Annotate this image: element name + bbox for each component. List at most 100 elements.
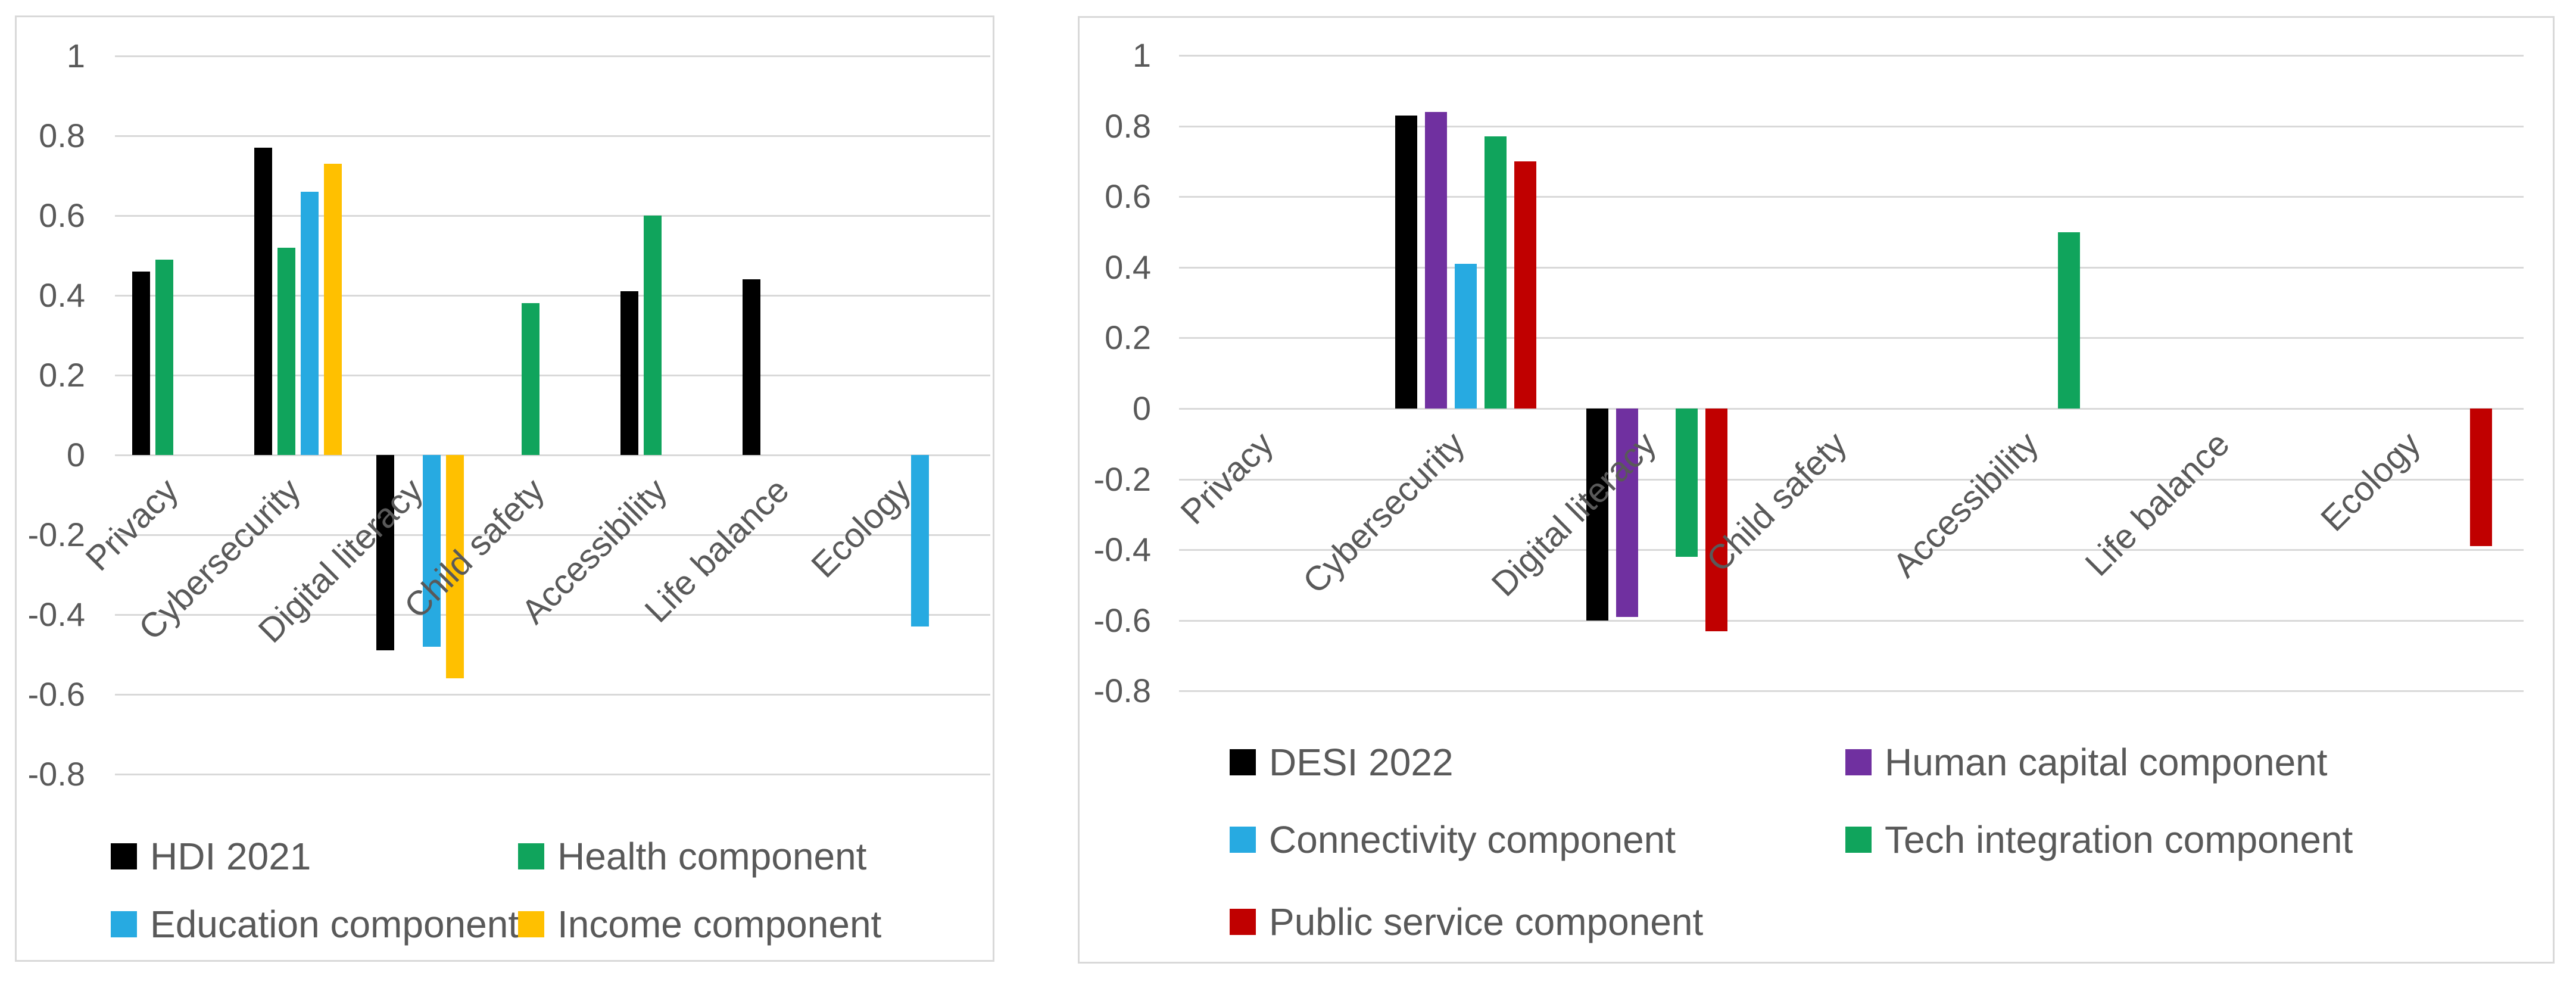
legend-item-education-component: Education component bbox=[111, 902, 519, 946]
bar-health-component-child-safety bbox=[522, 303, 539, 455]
bar-health-component-cybersecurity bbox=[277, 247, 295, 455]
gridline bbox=[1179, 549, 2524, 551]
gridline bbox=[1179, 619, 2524, 622]
gridline bbox=[115, 534, 990, 536]
gridline bbox=[115, 215, 990, 217]
y-axis-tick-label: -0.8 bbox=[1093, 672, 1152, 710]
y-axis-tick-label: -0.6 bbox=[1093, 601, 1152, 639]
gridline bbox=[1179, 125, 2524, 127]
bar-tech-integration-component-accessibility bbox=[2058, 232, 2080, 409]
bar-tech-integration-component-cybersecurity bbox=[1485, 136, 1507, 409]
y-axis-tick-label: -0.2 bbox=[27, 516, 86, 553]
gridline bbox=[1179, 478, 2524, 481]
y-axis-tick-label: -0.2 bbox=[1093, 460, 1152, 498]
bar-hdi-2021-cybersecurity bbox=[254, 148, 272, 455]
legend-item-desi-2022: DESI 2022 bbox=[1230, 740, 1454, 784]
desi-2022-chart-panel: 1 0.8 0.6 0.4 0.2 0 -0.2 -0.4 -0.6 -0.8 Privacy Cyb… bbox=[1078, 16, 2555, 964]
y-axis-tick-label: 0 bbox=[1132, 389, 1151, 427]
bar-public-service-component-cybersecurity bbox=[1514, 161, 1536, 409]
gridline bbox=[1179, 690, 2524, 693]
gridline bbox=[115, 774, 990, 775]
bar-public-service-component-digital-literacy bbox=[1705, 409, 1727, 631]
legend-label-connectivity-component: Connectivity component bbox=[1269, 818, 1676, 861]
legend-item-human-capital-component: Human capital component bbox=[1845, 740, 2328, 784]
gridline bbox=[115, 375, 990, 376]
legend-swatch-public-service-component bbox=[1230, 909, 1256, 935]
legend-label-human-capital-component: Human capital component bbox=[1885, 741, 2328, 784]
legend-item-hdi-2021: HDI 2021 bbox=[111, 834, 311, 878]
y-axis-tick-label: -0.4 bbox=[1093, 531, 1152, 569]
legend-item-public-service-component: Public service component bbox=[1230, 900, 1703, 944]
bar-human-capital-component-digital-literacy bbox=[1616, 409, 1638, 617]
y-axis-tick-label: 0.6 bbox=[1105, 177, 1151, 216]
y-axis-tick-label: 0.2 bbox=[1105, 319, 1151, 357]
category-label-privacy: Privacy bbox=[78, 470, 186, 579]
legend-swatch-connectivity-component bbox=[1230, 827, 1256, 853]
gridline bbox=[1179, 196, 2524, 198]
y-axis-tick-label: 1 bbox=[66, 37, 85, 74]
category-label-accessibility: Accessibility bbox=[1885, 424, 2046, 585]
bar-income-component-digital-literacy bbox=[446, 455, 464, 679]
bar-desi-2022-cybersecurity bbox=[1395, 115, 1417, 409]
category-label-ecology: Ecology bbox=[804, 470, 919, 585]
gridline bbox=[115, 694, 990, 696]
gridline bbox=[1179, 337, 2524, 339]
legend-swatch-income-component bbox=[518, 911, 544, 937]
legend-swatch-hdi-2021 bbox=[111, 843, 137, 869]
y-axis-tick-label: 0.6 bbox=[39, 197, 85, 234]
gridline bbox=[115, 614, 990, 616]
legend-swatch-health-component bbox=[518, 843, 544, 869]
gridline bbox=[115, 135, 990, 137]
bar-education-component-cybersecurity bbox=[301, 191, 319, 455]
bar-health-component-accessibility bbox=[644, 216, 662, 455]
bar-hdi-2021-digital-literacy bbox=[376, 455, 394, 651]
category-label-life-balance: Life balance bbox=[2078, 424, 2237, 584]
bar-health-component-privacy bbox=[155, 259, 173, 455]
y-axis-tick-label: -0.8 bbox=[27, 755, 86, 793]
category-label-cybersecurity: Cybersecurity bbox=[1295, 424, 1473, 601]
legend-label-desi-2022: DESI 2022 bbox=[1269, 741, 1454, 784]
hdi-2021-chart-panel: 1 0.8 0.6 0.4 0.2 0 -0.2 -0.4 -0.6 -0.8 Privacy Cyb… bbox=[15, 15, 994, 962]
bar-human-capital-component-cybersecurity bbox=[1425, 111, 1447, 409]
bar-desi-2022-digital-literacy bbox=[1586, 409, 1608, 621]
bar-hdi-2021-accessibility bbox=[620, 291, 638, 455]
y-axis-tick-label: 0 bbox=[66, 436, 85, 473]
y-axis-tick-label: -0.6 bbox=[27, 675, 86, 713]
legend-item-connectivity-component: Connectivity component bbox=[1230, 818, 1676, 862]
legend-label-income-component: Income component bbox=[557, 903, 882, 946]
bar-hdi-2021-life-balance bbox=[743, 279, 760, 455]
y-axis-tick-label: 1 bbox=[1132, 36, 1151, 74]
category-label-ecology: Ecology bbox=[2313, 424, 2428, 539]
legend-swatch-education-component bbox=[111, 911, 137, 937]
legend-item-health-component: Health component bbox=[518, 834, 866, 878]
legend-item-income-component: Income component bbox=[518, 902, 881, 946]
gridline bbox=[1179, 55, 2524, 57]
zero-gridline bbox=[115, 454, 990, 456]
legend-swatch-desi-2022 bbox=[1230, 749, 1256, 775]
bar-public-service-component-ecology bbox=[2470, 409, 2492, 547]
gridline bbox=[1179, 266, 2524, 269]
y-axis-tick-label: 0.8 bbox=[1105, 107, 1151, 145]
bar-education-component-ecology bbox=[911, 455, 929, 627]
gridline bbox=[115, 295, 990, 297]
y-axis-tick-label: 0.2 bbox=[39, 356, 85, 394]
bar-income-component-cybersecurity bbox=[324, 163, 342, 455]
y-axis-tick-label: 0.8 bbox=[39, 117, 85, 154]
legend-label-education-component: Education component bbox=[150, 903, 519, 946]
bar-education-component-digital-literacy bbox=[423, 455, 441, 647]
y-axis-tick-label: -0.4 bbox=[27, 596, 86, 633]
legend-label-public-service-component: Public service component bbox=[1269, 900, 1704, 943]
zero-gridline bbox=[1179, 408, 2524, 410]
y-axis-tick-label: 0.4 bbox=[39, 276, 85, 314]
legend-label-health-component: Health component bbox=[557, 835, 867, 878]
bar-hdi-2021-privacy bbox=[132, 271, 150, 455]
legend-label-tech-integration-component: Tech integration component bbox=[1885, 818, 2353, 861]
legend-swatch-tech-integration-component bbox=[1845, 827, 1872, 853]
gridline bbox=[115, 55, 990, 57]
legend-label-hdi-2021: HDI 2021 bbox=[150, 835, 311, 878]
legend-swatch-human-capital-component bbox=[1845, 749, 1872, 775]
legend-item-tech-integration-component: Tech integration component bbox=[1845, 818, 2353, 862]
y-axis-tick-label: 0.4 bbox=[1105, 248, 1151, 286]
bar-tech-integration-component-digital-literacy bbox=[1676, 409, 1698, 557]
